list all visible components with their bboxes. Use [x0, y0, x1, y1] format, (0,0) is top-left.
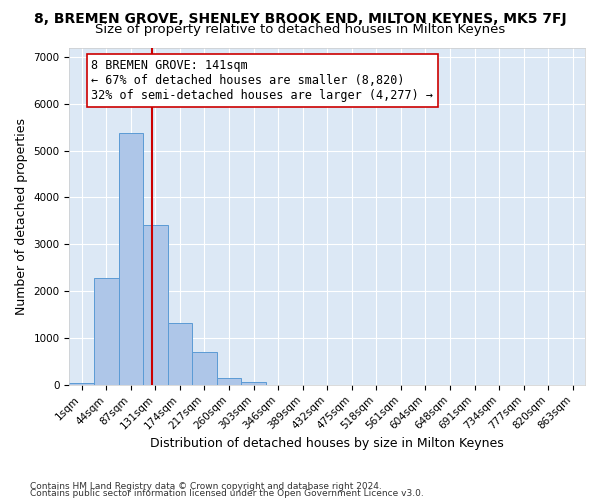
Text: Size of property relative to detached houses in Milton Keynes: Size of property relative to detached ho… — [95, 24, 505, 36]
Text: 8 BREMEN GROVE: 141sqm
← 67% of detached houses are smaller (8,820)
32% of semi-: 8 BREMEN GROVE: 141sqm ← 67% of detached… — [91, 59, 433, 102]
X-axis label: Distribution of detached houses by size in Milton Keynes: Distribution of detached houses by size … — [151, 437, 504, 450]
Bar — [143, 224, 167, 385]
Bar — [167, 324, 192, 385]
Bar — [241, 382, 266, 385]
Text: Contains public sector information licensed under the Open Government Licence v3: Contains public sector information licen… — [30, 490, 424, 498]
Bar — [192, 352, 217, 385]
Text: Contains HM Land Registry data © Crown copyright and database right 2024.: Contains HM Land Registry data © Crown c… — [30, 482, 382, 491]
Text: 8, BREMEN GROVE, SHENLEY BROOK END, MILTON KEYNES, MK5 7FJ: 8, BREMEN GROVE, SHENLEY BROOK END, MILT… — [34, 12, 566, 26]
Bar — [119, 133, 143, 385]
Bar — [217, 378, 241, 385]
Bar — [70, 382, 94, 385]
Bar — [94, 278, 119, 385]
Y-axis label: Number of detached properties: Number of detached properties — [15, 118, 28, 314]
